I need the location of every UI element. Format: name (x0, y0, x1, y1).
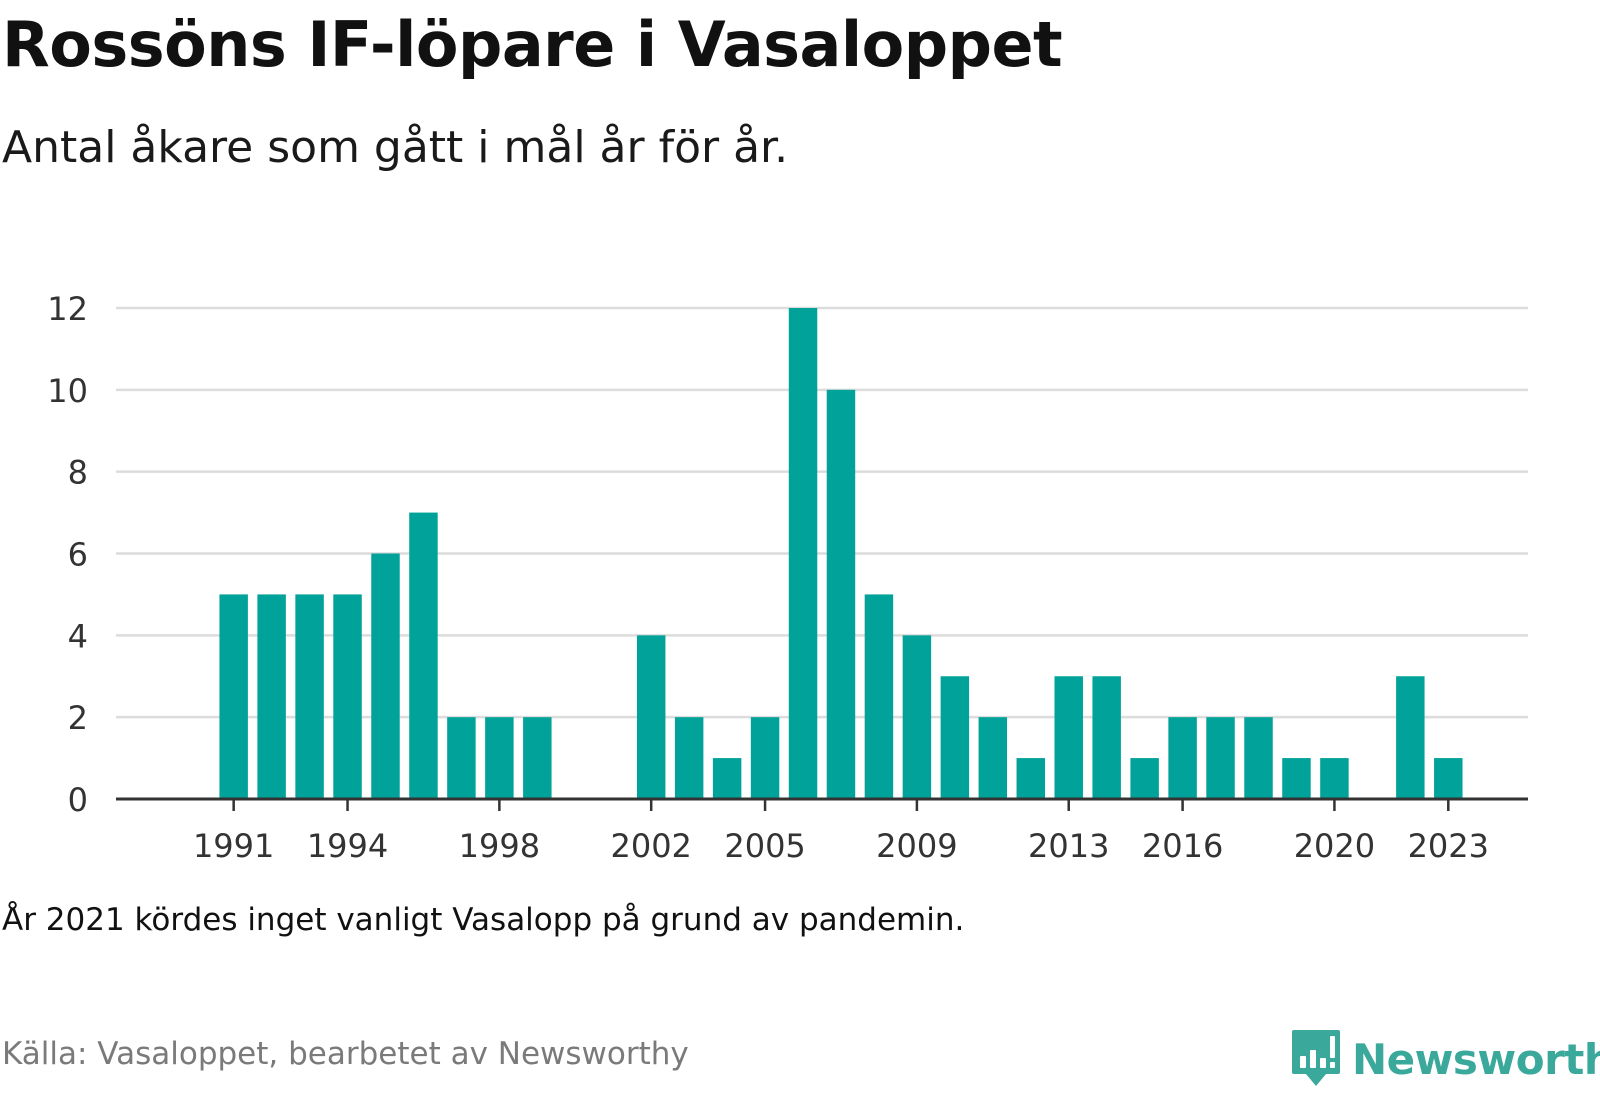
x-tick-label: 1994 (307, 827, 388, 865)
footnote: År 2021 kördes inget vanligt Vasalopp på… (2, 902, 965, 938)
bar-1995 (371, 553, 400, 799)
bar-1997 (447, 717, 476, 799)
gridlines (116, 306, 1528, 719)
bar-2013 (1054, 676, 1083, 799)
x-tick-label: 1998 (459, 827, 540, 865)
bar-2004 (712, 758, 742, 799)
bar-1999 (523, 717, 552, 799)
bar-1991 (219, 594, 248, 799)
x-tick-label: 2002 (610, 827, 691, 865)
bar-2010 (940, 676, 970, 799)
bar-2012 (1016, 758, 1045, 799)
newsworthy-chat-chart-icon (1292, 1030, 1340, 1086)
newsworthy-wordmark: Newsworthy (1352, 1034, 1600, 1084)
bars (219, 308, 1463, 799)
bar-2014 (1092, 676, 1121, 799)
bar-1992 (257, 594, 286, 799)
bar-2009 (902, 635, 932, 799)
source-credit: Källa: Vasaloppet, bearbetet av Newswort… (2, 1036, 689, 1072)
bar-2002 (636, 635, 666, 799)
x-tick-label: 2005 (724, 827, 805, 865)
y-axis-labels: 0 2 4 6 8 10 12 (47, 290, 88, 819)
bar-2022 (1396, 676, 1425, 799)
y-tick-label: 12 (47, 290, 88, 328)
bar-2016 (1168, 717, 1197, 799)
bar-2018 (1244, 717, 1273, 799)
bar-1994 (333, 594, 362, 799)
bar-2007 (826, 389, 856, 799)
x-tick-label: 2023 (1408, 827, 1489, 865)
x-axis (116, 797, 1528, 811)
x-tick-label: 2009 (876, 827, 957, 865)
bar-2015 (1130, 758, 1159, 799)
y-tick-label: 10 (47, 372, 88, 410)
bar-2006 (788, 308, 818, 799)
y-tick-label: 2 (68, 699, 88, 737)
x-tick-label: 2013 (1028, 827, 1109, 865)
x-axis-labels: 1991 1994 1998 2002 2005 2009 2013 2016 2020 2023 (193, 827, 1489, 865)
bar-1996 (409, 512, 438, 799)
bar-2019 (1282, 758, 1311, 799)
bar-2023 (1434, 758, 1463, 799)
y-tick-label: 4 (68, 617, 88, 655)
bar-2008 (864, 594, 894, 799)
bar-1998 (485, 717, 514, 799)
newsworthy-logo[interactable]: Newsworthy (1290, 1026, 1600, 1092)
chart-title: Rossöns IF-löpare i Vasaloppet (2, 8, 1063, 81)
bar-2017 (1206, 717, 1235, 799)
y-tick-label: 0 (68, 781, 88, 819)
y-tick-label: 6 (68, 536, 88, 574)
bar-2003 (674, 717, 704, 799)
bar-2005 (750, 717, 780, 799)
bar-2020 (1320, 758, 1349, 799)
bar-1993 (295, 594, 324, 799)
y-tick-label: 8 (68, 454, 88, 492)
bar-chart: 0 2 4 6 8 10 12 1991 1994 1998 2002 2005 2009 2013 20… (47, 290, 1528, 865)
x-tick-label: 2016 (1142, 827, 1223, 865)
bar-2011 (978, 717, 1008, 799)
x-tick-label: 2020 (1294, 827, 1375, 865)
x-tick-label: 1991 (193, 827, 274, 865)
chart-subtitle: Antal åkare som gått i mål år för år. (2, 122, 789, 173)
